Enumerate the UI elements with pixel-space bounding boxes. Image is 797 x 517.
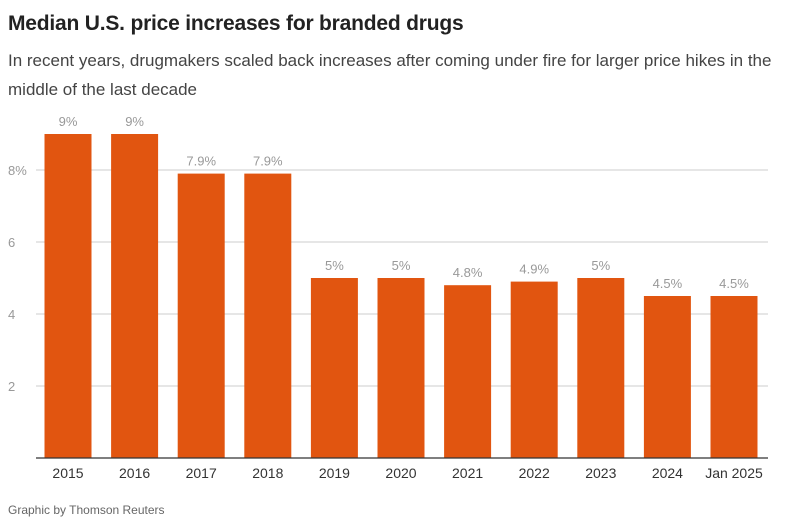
bar <box>577 278 625 458</box>
bar-value-label: 7.9% <box>186 154 216 169</box>
x-axis: 2015 2016 2017 2018 2019 2020 2021 2022 2023 2024… <box>36 457 768 481</box>
data-labels: 9% 9% 7.9% 7.9% 5% 5% 4.8% 4.9% 5% 4.5% 4.5% <box>59 114 750 291</box>
bar <box>377 278 425 458</box>
chart-subtitle: In recent years, drugmakers scaled back … <box>8 51 772 99</box>
bar-chart: 2 4 6 8% 9% 9% 7.9% 7.9% 5% 5% 4.8% 4.9% 5% 4.5% 4.5%… <box>8 114 768 481</box>
bar-value-label: 7.9% <box>253 154 283 169</box>
x-tick-label: 2019 <box>319 465 350 481</box>
bar-value-label: 4.5% <box>719 276 749 291</box>
x-tick-label: 2016 <box>119 465 150 481</box>
y-tick-label: 8% <box>8 163 27 178</box>
bar-value-label: 9% <box>125 114 144 129</box>
bar-value-label: 9% <box>59 114 78 129</box>
bar <box>510 281 558 458</box>
x-tick-label: 2017 <box>186 465 217 481</box>
x-tick-label: 2015 <box>52 465 83 481</box>
bar-value-label: 5% <box>325 258 344 273</box>
bar-value-label: 5% <box>392 258 411 273</box>
bar <box>244 173 292 458</box>
x-tick-label: Jan 2025 <box>705 465 763 481</box>
bar <box>44 134 92 458</box>
bar-value-label: 4.9% <box>519 262 549 277</box>
bar-value-label: 4.8% <box>453 265 483 280</box>
bar <box>177 173 225 458</box>
y-tick-label: 4 <box>8 307 15 322</box>
source-note: Graphic by Thomson Reuters <box>8 503 165 517</box>
y-tick-label: 2 <box>8 379 15 394</box>
x-tick-label: 2018 <box>252 465 283 481</box>
bar <box>643 296 691 458</box>
bars <box>44 134 758 458</box>
y-tick-label: 6 <box>8 235 15 250</box>
bar <box>111 134 159 458</box>
bar-value-label: 5% <box>591 258 610 273</box>
x-tick-label: 2021 <box>452 465 483 481</box>
x-tick-label: 2022 <box>519 465 550 481</box>
bar-value-label: 4.5% <box>653 276 683 291</box>
x-tick-label: 2024 <box>652 465 683 481</box>
x-tick-label: 2023 <box>585 465 616 481</box>
bar <box>710 296 758 458</box>
bar <box>444 285 492 458</box>
chart-title: Median U.S. price increases for branded … <box>8 12 464 35</box>
x-tick-label: 2020 <box>385 465 416 481</box>
bar <box>310 278 358 458</box>
